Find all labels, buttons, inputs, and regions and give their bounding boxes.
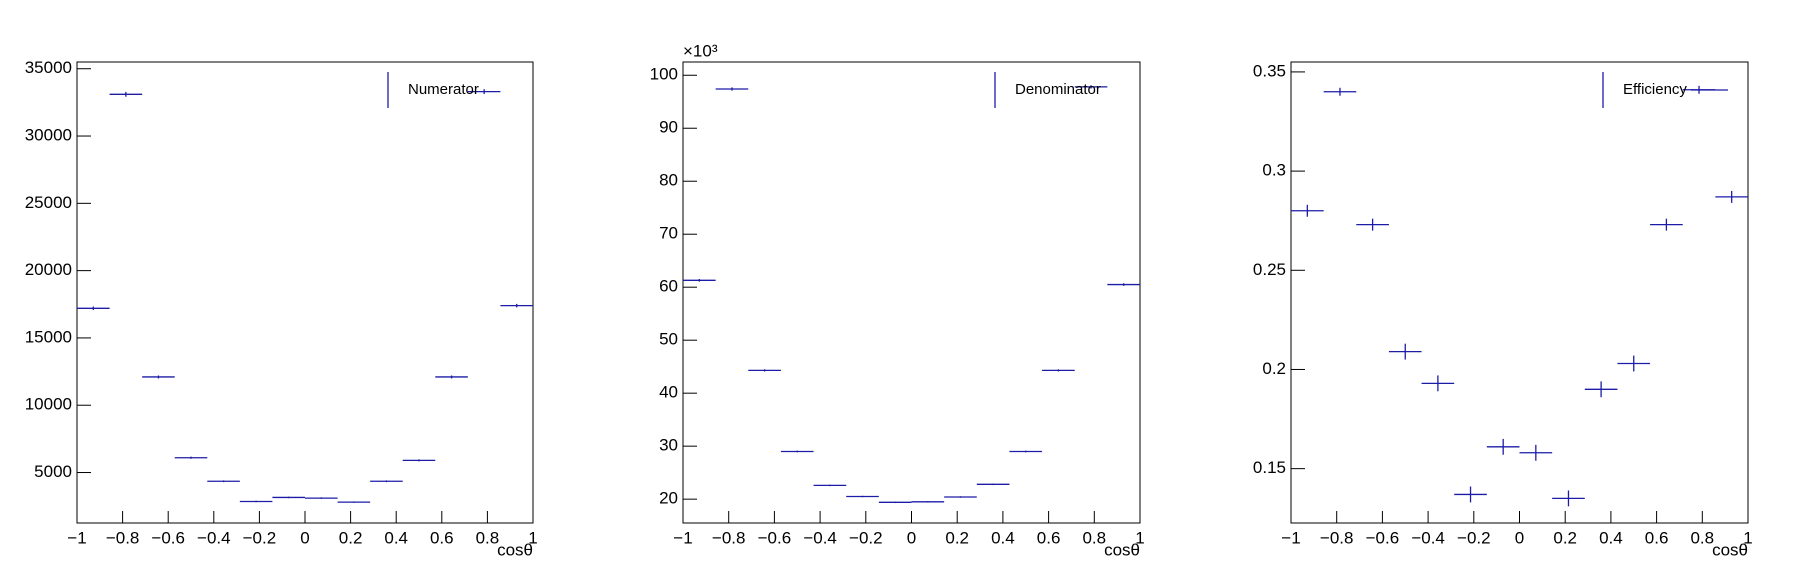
- y-tick-label: 0.3: [1262, 161, 1286, 180]
- x-tick-label: −0.4: [803, 528, 837, 547]
- plot-frame: [76, 61, 534, 524]
- y-tick-label: 20000: [25, 260, 72, 279]
- x-tick-label: 0.2: [339, 528, 363, 547]
- x-tick-label: −0.2: [1457, 528, 1491, 547]
- x-axis-label: cosθ: [1104, 540, 1140, 559]
- y-tick-label: 70: [659, 224, 678, 243]
- y-tick-label: 60: [659, 277, 678, 296]
- legend-label: Efficiency: [1623, 81, 1687, 98]
- x-axis-label: cosθ: [1712, 540, 1748, 559]
- x-tick-label: 0.6: [1037, 528, 1061, 547]
- x-tick-label: 0.8: [1690, 528, 1714, 547]
- x-tick-label: 0.4: [1599, 528, 1623, 547]
- x-tick-label: −0.6: [758, 528, 792, 547]
- y-tick-label: 25000: [25, 193, 72, 212]
- x-tick-label: 0: [300, 528, 309, 547]
- x-tick-label: 0.4: [384, 528, 408, 547]
- y-tick-label: 30000: [25, 126, 72, 145]
- y-tick-label: 15000: [25, 327, 72, 346]
- y-tick-label: 5000: [34, 462, 72, 481]
- x-tick-label: 0: [1515, 528, 1524, 547]
- y-tick-label: 0.35: [1253, 61, 1286, 80]
- x-tick-label: 0.2: [1553, 528, 1577, 547]
- x-tick-label: 1: [1743, 528, 1752, 547]
- y-tick-label: 90: [659, 118, 678, 137]
- y-tick-label: 10000: [25, 395, 72, 414]
- x-tick-label: −0.6: [1366, 528, 1400, 547]
- x-tick-label: −1: [673, 528, 692, 547]
- y-axis-multiplier: ×10³: [683, 41, 718, 60]
- x-tick-label: −0.8: [106, 528, 140, 547]
- x-tick-label: 1: [1135, 528, 1144, 547]
- x-tick-label: 0: [907, 528, 916, 547]
- y-tick-label: 100: [650, 65, 678, 84]
- x-tick-label: 0.4: [991, 528, 1015, 547]
- legend-label: Denominator: [1015, 81, 1101, 98]
- x-tick-label: −0.8: [712, 528, 746, 547]
- y-tick-label: 20: [659, 489, 678, 508]
- y-tick-label: 40: [659, 383, 678, 402]
- x-axis-label: cosθ: [497, 540, 533, 559]
- x-tick-label: −0.4: [1411, 528, 1445, 547]
- y-tick-label: 35000: [25, 58, 72, 77]
- x-tick-label: 0.6: [430, 528, 454, 547]
- x-tick-label: −1: [67, 528, 86, 547]
- x-tick-label: 1: [528, 528, 537, 547]
- x-tick-label: 0.8: [476, 528, 500, 547]
- x-tick-label: −0.2: [849, 528, 883, 547]
- x-tick-label: 0.8: [1082, 528, 1106, 547]
- x-tick-label: −0.4: [197, 528, 231, 547]
- plot-frame: [1290, 61, 1749, 524]
- x-tick-label: 0.2: [945, 528, 969, 547]
- x-tick-label: −1: [1281, 528, 1300, 547]
- x-tick-label: −0.8: [1320, 528, 1354, 547]
- y-tick-label: 0.15: [1253, 458, 1286, 477]
- x-tick-label: 0.6: [1645, 528, 1669, 547]
- y-tick-label: 50: [659, 330, 678, 349]
- x-tick-label: −0.6: [151, 528, 185, 547]
- legend-label: Numerator: [408, 81, 479, 98]
- plot-frame: [682, 61, 1141, 524]
- y-tick-label: 80: [659, 171, 678, 190]
- y-tick-label: 0.2: [1262, 359, 1286, 378]
- y-tick-label: 0.25: [1253, 260, 1286, 279]
- y-tick-label: 30: [659, 436, 678, 455]
- x-tick-label: −0.2: [243, 528, 277, 547]
